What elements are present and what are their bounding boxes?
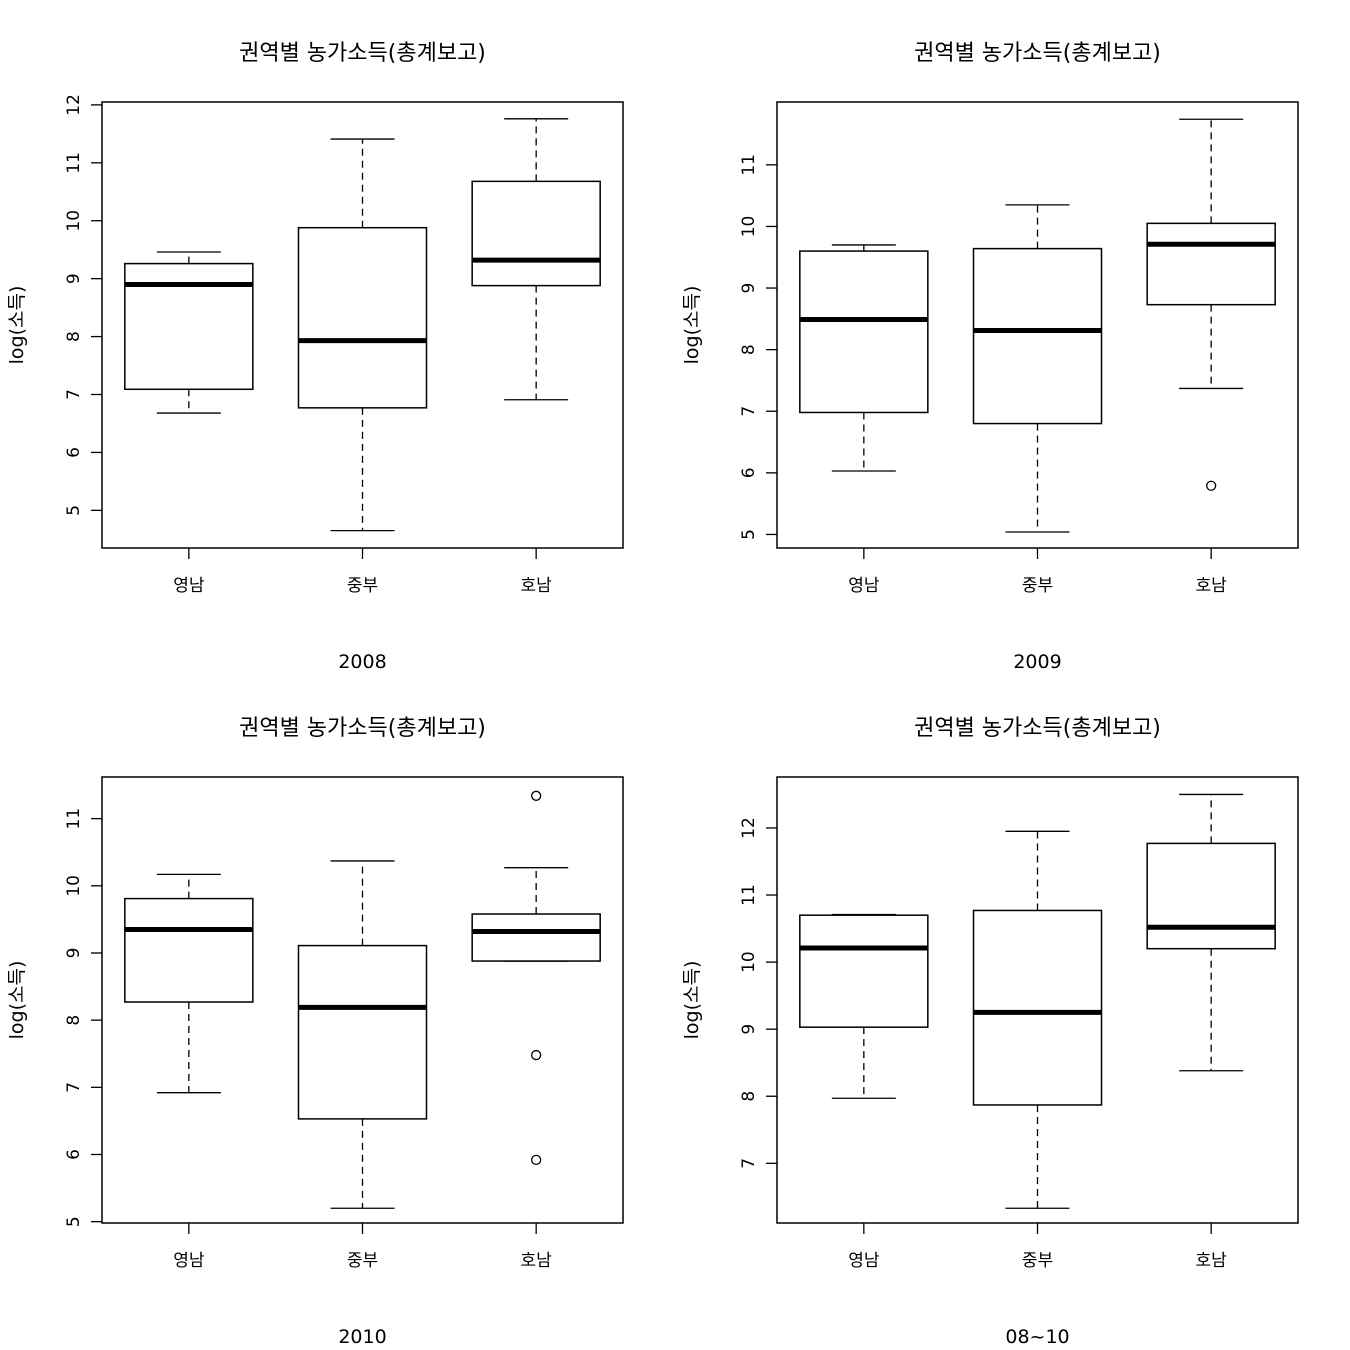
iqr-box xyxy=(972,247,1103,425)
x-tick-label: 중부 xyxy=(1022,1251,1053,1271)
iqr-box xyxy=(1146,842,1276,950)
chart-panel-2: 권역별 농가소득(총계보고) 5 6 7 8 9 10 11 log(소득) 영남 중부 호남 2009 xyxy=(681,41,1299,673)
chart-panel-1: 권역별 농가소득(총계보고) 5 6 7 8 9 10 11 12 log(소득) 영남 중부 호남 20… xyxy=(6,41,624,673)
x-axis-label: 08~10 xyxy=(1005,1326,1069,1348)
y-tick-label: 10 xyxy=(739,951,759,973)
iqr-box xyxy=(799,914,929,1028)
chart-panel-4: 권역별 농가소득(총계보고) 7 8 9 10 11 12 log(소득) 영남 중부 호남 08~1… xyxy=(681,716,1299,1348)
iqr-box xyxy=(1146,222,1276,306)
iqr-box xyxy=(297,226,428,409)
y-tick-label: 5 xyxy=(64,505,84,516)
y-tick-label: 6 xyxy=(739,467,759,478)
y-axis-label: log(소득) xyxy=(6,286,28,365)
iqr-box xyxy=(124,897,254,1003)
y-tick-label: 8 xyxy=(64,1015,84,1026)
x-axis-label: 2009 xyxy=(1013,651,1061,673)
chart-title: 권역별 농가소득(총계보고) xyxy=(914,41,1161,66)
x-axis-label: 2010 xyxy=(338,1326,386,1348)
y-tick-label: 10 xyxy=(739,216,759,238)
chart-title: 권역별 농가소득(총계보고) xyxy=(239,716,486,741)
x-tick-label: 호남 xyxy=(521,576,553,596)
y-tick-label: 7 xyxy=(739,406,759,417)
iqr-box xyxy=(471,180,601,287)
y-tick-label: 9 xyxy=(739,283,759,294)
chart-title: 권역별 농가소득(총계보고) xyxy=(914,716,1161,741)
x-tick-label: 호남 xyxy=(521,1251,553,1271)
y-tick-label: 12 xyxy=(739,817,759,839)
y-tick-label: 6 xyxy=(64,1149,84,1160)
x-tick-label: 중부 xyxy=(347,576,378,596)
iqr-box xyxy=(972,909,1103,1106)
y-tick-label: 9 xyxy=(64,273,84,284)
iqr-box xyxy=(471,913,601,962)
x-axis-label: 2008 xyxy=(338,651,386,673)
x-tick-label: 영남 xyxy=(848,576,880,596)
y-tick-label: 7 xyxy=(64,1082,84,1093)
x-tick-label: 중부 xyxy=(1022,576,1053,596)
chart-panel-3: 권역별 농가소득(총계보고) 5 6 7 8 9 10 11 log(소득) 영남 중부 호남 2010 xyxy=(6,716,624,1348)
outlier-point xyxy=(531,1049,542,1061)
iqr-box xyxy=(799,250,929,414)
y-tick-label: 11 xyxy=(64,152,84,174)
y-tick-label: 11 xyxy=(739,884,759,906)
y-tick-label: 11 xyxy=(739,154,759,176)
y-axis-label: log(소득) xyxy=(6,961,28,1040)
x-tick-label: 중부 xyxy=(347,1251,378,1271)
x-tick-label: 호남 xyxy=(1196,1251,1228,1271)
y-tick-label: 8 xyxy=(739,1091,759,1102)
y-tick-label: 12 xyxy=(64,94,84,116)
y-tick-label: 6 xyxy=(64,447,84,458)
y-axis-label: log(소득) xyxy=(681,961,703,1040)
y-tick-label: 10 xyxy=(64,210,84,232)
y-tick-label: 8 xyxy=(64,331,84,342)
y-tick-label: 9 xyxy=(64,948,84,959)
y-tick-label: 8 xyxy=(739,344,759,355)
chart-title: 권역별 농가소득(총계보고) xyxy=(239,41,486,66)
y-axis-label: log(소득) xyxy=(681,286,703,365)
x-tick-label: 영남 xyxy=(173,1251,205,1271)
outlier-point xyxy=(531,1154,542,1166)
y-tick-label: 7 xyxy=(739,1158,759,1169)
x-tick-label: 영남 xyxy=(173,576,205,596)
y-tick-label: 5 xyxy=(739,529,759,540)
y-tick-label: 9 xyxy=(739,1024,759,1035)
x-tick-label: 호남 xyxy=(1196,576,1228,596)
outlier-point xyxy=(531,790,542,801)
x-tick-label: 영남 xyxy=(848,1251,880,1271)
y-tick-label: 11 xyxy=(64,808,84,830)
y-tick-label: 7 xyxy=(64,389,84,400)
iqr-box xyxy=(297,944,428,1120)
y-tick-label: 10 xyxy=(64,875,84,897)
y-tick-label: 5 xyxy=(64,1216,84,1227)
outlier-point xyxy=(1206,480,1217,491)
